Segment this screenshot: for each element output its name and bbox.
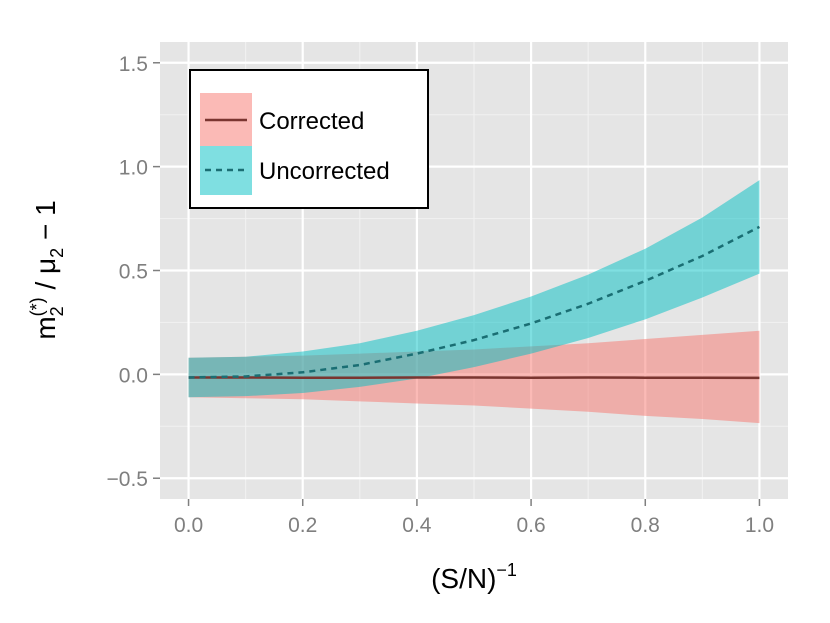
y-axis-title-m-sup: (*) [27, 297, 47, 316]
legend-label-corrected: Corrected [259, 108, 364, 135]
y-tick-label: 0.0 [119, 364, 148, 387]
legend-item-uncorrected: Uncorrected [200, 146, 390, 195]
x-tick-label: 0.8 [631, 514, 660, 537]
legend-label-uncorrected: Uncorrected [259, 158, 390, 185]
x-axis-title-superscript: −1 [496, 560, 517, 580]
x-tick-label: 0.2 [288, 514, 317, 537]
x-axis: 0.0 0.2 0.4 0.6 0.8 1.0 [174, 499, 774, 537]
x-tick-label: 0.6 [516, 514, 545, 537]
line-uncorrected [188, 225, 761, 379]
y-tick-label: 0.5 [119, 261, 148, 284]
legend-item-corrected: Corrected [200, 93, 364, 146]
x-axis-title: (S/N)−1 [431, 560, 517, 594]
y-axis-title-mu-sub: 2 [47, 248, 67, 258]
legend: Corrected Uncorrected [189, 69, 429, 209]
y-axis: −0.5 0.0 0.5 1.0 1.5 [107, 53, 160, 491]
mean-lines [188, 225, 761, 380]
x-tick-label: 0.4 [402, 514, 432, 537]
y-axis-title-tail: − 1 [30, 200, 61, 247]
y-axis-title-m-sub: 2 [47, 306, 67, 316]
y-tick-label: 1.0 [119, 157, 148, 180]
y-axis-title-mu: μ [30, 258, 61, 274]
x-tick-label: 1.0 [745, 514, 774, 537]
y-axis-title-m: m [30, 316, 61, 339]
x-axis-title-base: (S/N) [431, 563, 496, 594]
x-tick-label: 0.0 [174, 514, 203, 537]
y-axis-title-slash: / [30, 274, 61, 297]
y-tick-label: −0.5 [107, 468, 148, 491]
y-axis-title: m2(*) / μ2 − 1 [27, 200, 67, 339]
y-tick-label: 1.5 [119, 53, 148, 76]
